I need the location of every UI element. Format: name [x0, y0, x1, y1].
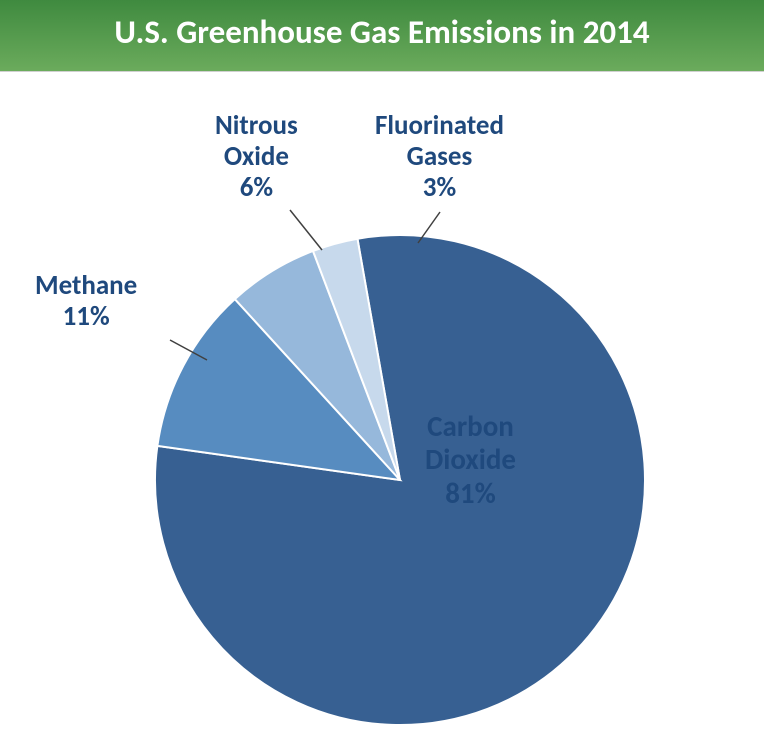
leader-line-ch4	[170, 340, 207, 360]
leader-line-fgas	[418, 212, 440, 243]
leader-line-n2o	[290, 210, 322, 250]
slice-label-nitrous-oxide: Nitrous Oxide 6%	[215, 110, 298, 203]
slice-label-fluorinated-gases: Fluorinated Gases 3%	[375, 110, 504, 203]
chart-title-text: U.S. Greenhouse Gas Emissions in 2014	[114, 12, 649, 52]
chart-title-bar: U.S. Greenhouse Gas Emissions in 2014	[0, 0, 764, 72]
slice-label-carbon-dioxide: Carbon Dioxide 81%	[425, 410, 516, 510]
chart-area: Carbon Dioxide 81% Methane 11% Nitrous O…	[0, 72, 764, 739]
slice-label-methane: Methane 11%	[35, 270, 137, 332]
